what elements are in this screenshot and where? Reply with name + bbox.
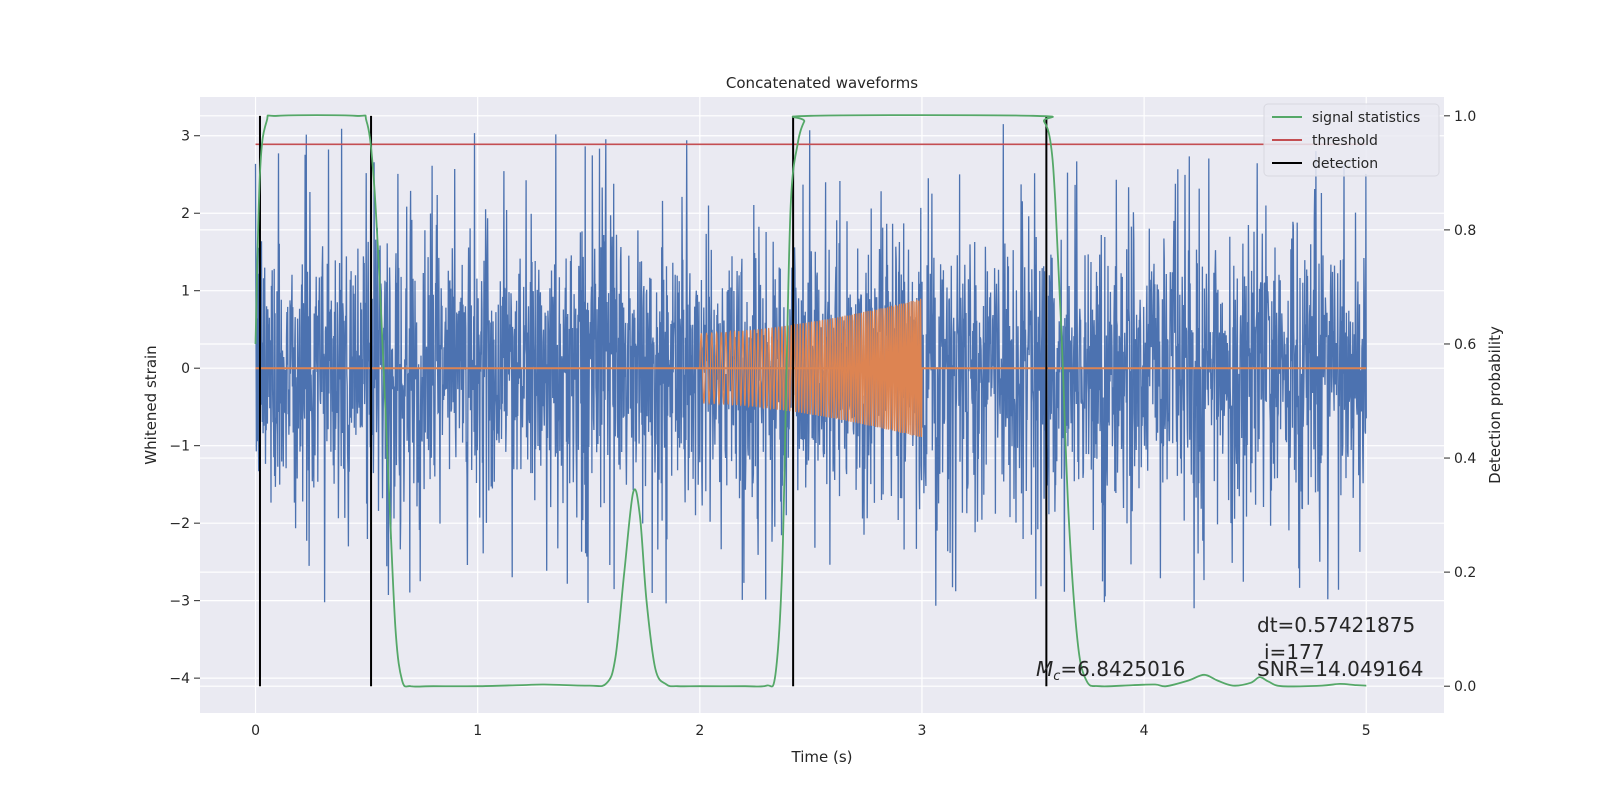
y2-tick-label: 1.0 [1454,109,1476,125]
y-tick-label: −2 [169,516,190,532]
x-tick-label: 4 [1140,723,1149,739]
x-tick-label: 1 [473,723,482,739]
y2-tick-label: 0.8 [1454,223,1476,239]
annotation-mc-symbol: M [1036,657,1053,681]
annotation-dt: dt=0.57421875 [1257,613,1415,637]
plot-area [254,114,1367,688]
y2-tick-label: 0.0 [1454,679,1476,695]
y-tick-label: −1 [169,439,190,455]
x-tick-label: 0 [251,723,260,739]
annotation-mc: Mc=6.8425016 [1036,657,1185,684]
template-chirp-series [699,298,923,438]
y-tick-label: 1 [181,284,190,300]
x-axis-label: Time (s) [791,748,853,766]
y-tick-label: 0 [181,361,190,377]
y2-tick-label: 0.4 [1454,451,1476,467]
y-tick-label: −3 [169,594,190,610]
x-tick-label: 3 [918,723,927,739]
y2-ticks: 0.0 0.2 0.4 0.6 0.8 1.0 [1444,109,1476,695]
x-ticks: 0 1 2 3 4 5 [251,723,1371,739]
legend-label-threshold: threshold [1312,133,1378,149]
y2-tick-label: 0.6 [1454,337,1476,353]
detection-lines [258,115,1048,687]
x-tick-label: 2 [695,723,704,739]
legend-label-signal-statistics: signal statistics [1312,110,1420,126]
y-tick-label: 2 [181,206,190,222]
y2-tick-label: 0.2 [1454,565,1476,581]
y-tick-label: 3 [181,129,190,145]
chart-title: Concatenated waveforms [726,74,918,92]
signal-statistics-line [254,114,1367,688]
x-tick-label: 5 [1362,723,1371,739]
annotation-mc-subscript: c [1053,669,1060,684]
legend-label-detection: detection [1312,156,1378,172]
legend: signal statistics threshold detection [1263,103,1440,177]
annotation-i: i=177 [1264,640,1325,664]
annotation-mc-value: =6.8425016 [1060,657,1185,681]
y-axis-label: Whitened strain [142,345,160,464]
annotation-snr: SNR=14.049164 [1257,657,1423,681]
legend-box [1263,103,1440,177]
y-tick-label: −4 [169,671,190,687]
y2-axis-label: Detection probability [1486,326,1504,484]
y-ticks: −4 −3 −2 −1 0 1 2 3 [169,129,200,687]
